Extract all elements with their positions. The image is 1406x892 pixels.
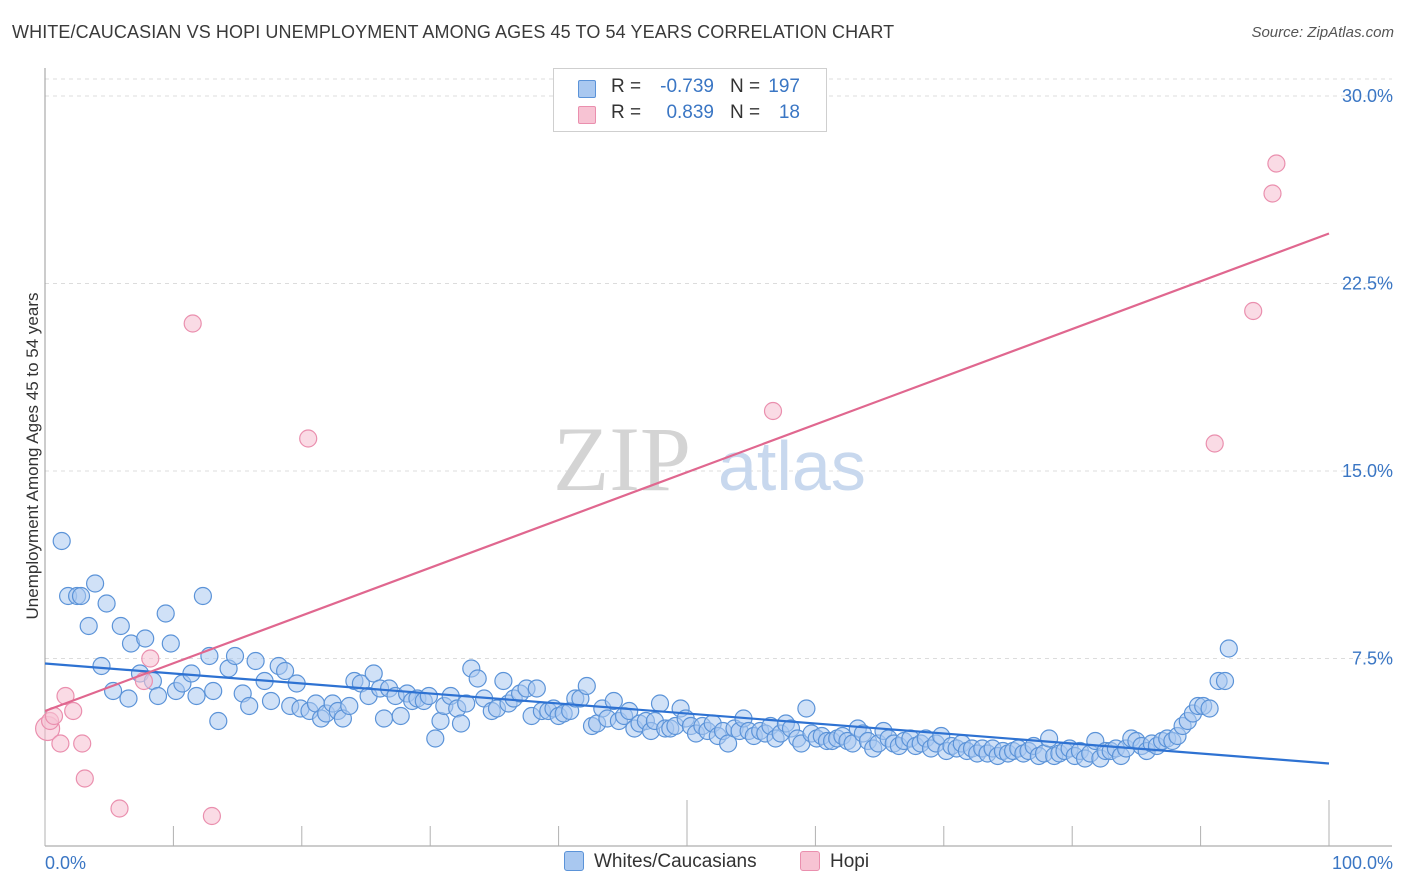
white-data-point bbox=[1200, 699, 1219, 718]
white-data-point bbox=[161, 634, 180, 653]
n-value: 197 bbox=[768, 76, 800, 97]
white-data-point bbox=[136, 629, 155, 648]
white-data-point bbox=[650, 694, 670, 713]
x-tick-label-max: 100.0% bbox=[1332, 853, 1393, 873]
hopi-data-point bbox=[763, 401, 783, 421]
hopi-data-point bbox=[64, 701, 83, 721]
white-data-point bbox=[468, 669, 487, 688]
chart-title: WHITE/CAUCASIAN VS HOPI UNEMPLOYMENT AMO… bbox=[12, 22, 895, 42]
n-value: 18 bbox=[778, 102, 800, 123]
r-value: -0.739 bbox=[660, 76, 714, 97]
white-data-point bbox=[527, 679, 546, 698]
hopi-data-point bbox=[1205, 434, 1224, 453]
white-data-point bbox=[209, 711, 228, 731]
correlation-legend: R = -0.739 N = 197 R = 0.839 N = 18 bbox=[553, 68, 827, 132]
y-tick-label: 30.0% bbox=[1342, 86, 1393, 106]
white-legend-swatch bbox=[564, 851, 584, 871]
white-data-point bbox=[426, 729, 445, 748]
white-data-point bbox=[364, 664, 383, 683]
legend-row-white: R = -0.739 N = 197 bbox=[554, 76, 826, 102]
white-data-point bbox=[261, 691, 281, 711]
hopi-data-point bbox=[1244, 301, 1263, 321]
white-trend-line bbox=[44, 662, 1330, 765]
white-data-point bbox=[374, 709, 394, 728]
white-data-point bbox=[1039, 729, 1059, 748]
white-data-point bbox=[1215, 671, 1235, 691]
white-series-points bbox=[52, 531, 1238, 768]
white-data-point bbox=[204, 681, 223, 701]
white-data-point bbox=[451, 714, 471, 733]
hopi-data-point bbox=[75, 769, 94, 788]
hopi-trend-line bbox=[44, 232, 1330, 713]
y-tick-label: 15.0% bbox=[1342, 461, 1393, 481]
white-data-point bbox=[604, 691, 623, 711]
white-data-point bbox=[276, 661, 295, 681]
white-data-point bbox=[391, 706, 410, 726]
watermark-zip: ZIP bbox=[553, 408, 691, 510]
legend-row-hopi: R = 0.839 N = 18 bbox=[554, 102, 826, 128]
trend-lines bbox=[44, 232, 1330, 765]
n-label: N = bbox=[730, 102, 761, 123]
r-value: 0.839 bbox=[666, 102, 714, 123]
hopi-data-point bbox=[202, 806, 221, 826]
y-tick-label: 7.5% bbox=[1352, 649, 1393, 669]
white-data-point bbox=[71, 586, 91, 606]
hopi-data-point bbox=[110, 799, 129, 818]
white-data-point bbox=[225, 646, 245, 666]
y-tick-label: 22.5% bbox=[1342, 274, 1393, 294]
hopi-data-point bbox=[51, 734, 70, 753]
white-data-point bbox=[457, 694, 476, 713]
white-data-point bbox=[97, 594, 116, 613]
white-data-point bbox=[620, 701, 639, 721]
white-data-point bbox=[246, 651, 265, 671]
hopi-legend-label: Hopi bbox=[830, 851, 870, 872]
r-label: R = bbox=[611, 102, 642, 123]
white-data-point bbox=[494, 671, 513, 691]
y-axis-title: Unemployment Among Ages 45 to 54 years bbox=[23, 293, 42, 620]
chart-source: Source: ZipAtlas.com bbox=[1251, 24, 1394, 41]
bottom-legend-white: Whites/Caucasians bbox=[564, 851, 757, 873]
white-data-point bbox=[187, 686, 206, 706]
tick-labels: 7.5% 15.0% 22.5% 30.0% 0.0% 100.0% bbox=[45, 86, 1393, 873]
hopi-data-point bbox=[73, 734, 92, 753]
white-data-point bbox=[797, 699, 816, 718]
white-data-point bbox=[119, 689, 138, 708]
hopi-data-point bbox=[1263, 184, 1282, 203]
white-data-point bbox=[111, 616, 130, 636]
hopi-data-point bbox=[299, 429, 318, 448]
white-data-point bbox=[340, 696, 359, 716]
white-data-point bbox=[431, 711, 450, 731]
white-data-point bbox=[92, 656, 111, 676]
white-data-point bbox=[85, 574, 105, 593]
white-data-point bbox=[148, 686, 168, 706]
hopi-series-points bbox=[34, 154, 1286, 826]
hopi-data-point bbox=[1267, 154, 1286, 173]
white-data-point bbox=[79, 616, 98, 636]
hopi-legend-swatch bbox=[800, 851, 820, 871]
white-data-point bbox=[156, 604, 175, 623]
hopi-data-point bbox=[141, 649, 160, 668]
white-data-point bbox=[193, 586, 212, 606]
r-label: R = bbox=[611, 76, 642, 97]
white-data-point bbox=[577, 676, 596, 696]
x-tick-label-min: 0.0% bbox=[45, 853, 86, 873]
watermark-atlas: atlas bbox=[718, 427, 866, 505]
white-data-point bbox=[52, 531, 71, 551]
white-data-point bbox=[419, 686, 438, 706]
white-data-point bbox=[718, 734, 738, 753]
white-data-point bbox=[240, 696, 259, 716]
bottom-legend-hopi: Hopi bbox=[800, 851, 869, 873]
n-label: N = bbox=[730, 76, 761, 97]
white-swatch bbox=[578, 80, 596, 98]
hopi-swatch bbox=[578, 106, 596, 124]
white-data-point bbox=[1219, 639, 1238, 658]
grid-lines bbox=[45, 78, 1392, 659]
white-legend-label: Whites/Caucasians bbox=[594, 851, 757, 872]
hopi-data-point bbox=[183, 314, 202, 333]
